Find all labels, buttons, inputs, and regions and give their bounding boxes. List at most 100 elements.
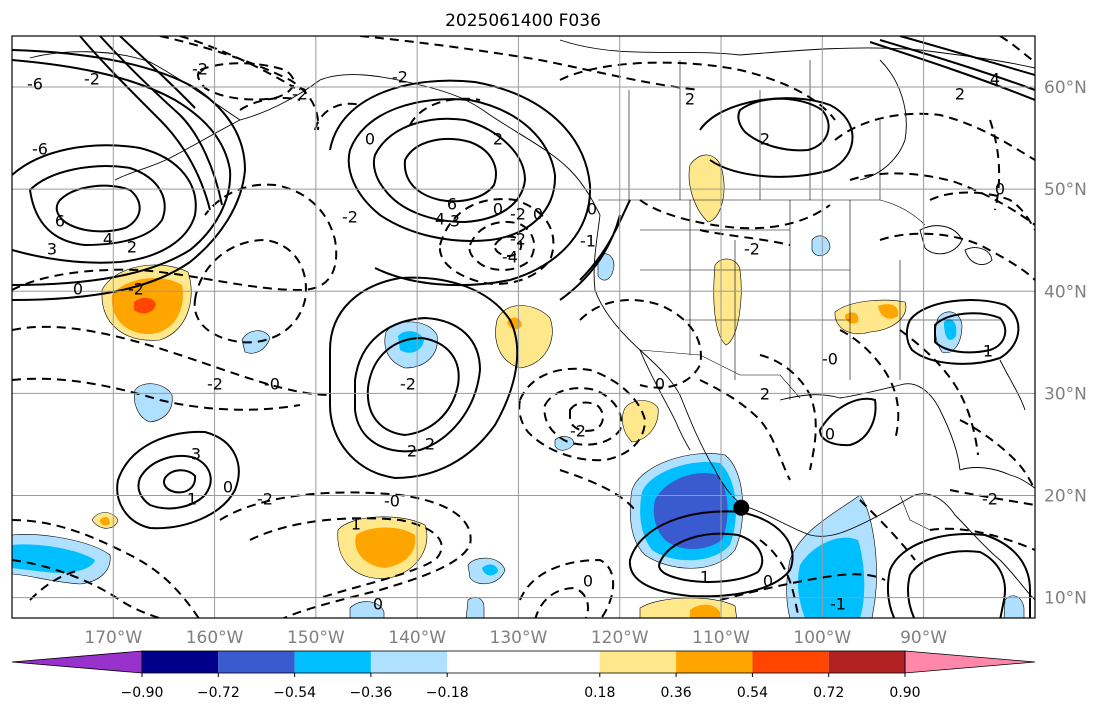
contour-label: -2 [400, 375, 416, 394]
positive-contour [329, 276, 519, 480]
negative-contour [29, 569, 81, 601]
negative-contour [12, 377, 301, 411]
contour-label: 1 [351, 515, 361, 534]
contour-label: -2 [510, 230, 526, 249]
contour-label: -6 [27, 75, 43, 94]
contour-label: -2 [744, 240, 760, 259]
negative-contour [959, 419, 1035, 491]
colorbar-bin [447, 651, 600, 673]
colorbar-tick-label: 0.18 [584, 685, 615, 701]
latitude-label: 10°N [1044, 589, 1087, 609]
negative-contour [929, 527, 1035, 551]
contour-label: 3 [47, 240, 57, 259]
colorbar-bin [828, 651, 905, 673]
cool-anomaly-region [241, 330, 271, 354]
warm-anomaly-region [134, 297, 156, 314]
colorbar-tick-label: −0.72 [197, 685, 240, 701]
longitude-label: 120°W [591, 628, 649, 648]
cool-anomaly-region [482, 564, 498, 576]
coastline-gulf [779, 383, 961, 471]
warm-anomaly-region [355, 527, 416, 568]
longitude-label: 150°W [287, 628, 345, 648]
political-borders [598, 60, 1000, 531]
colorbar-tick-label: 0.90 [889, 685, 920, 701]
colorbar-tick-label: −0.90 [121, 685, 164, 701]
contour-label: 0 [825, 425, 835, 444]
negative-contour [999, 36, 1035, 63]
great-lakes [919, 225, 993, 266]
negative-contour [12, 325, 331, 396]
contour-label: -0 [384, 492, 400, 511]
contour-label: 2 [955, 85, 965, 104]
positive-contour [79, 36, 223, 211]
positive-contour [658, 532, 764, 583]
longitude-label: 130°W [490, 628, 548, 648]
negative-contour [239, 97, 301, 111]
shaded-regions [12, 154, 1025, 618]
longitude-label: 100°W [793, 628, 851, 648]
contour-label: -2 [570, 422, 586, 441]
colorbar-bin [142, 651, 219, 673]
contour-label: -4 [502, 248, 518, 267]
negative-contour [929, 191, 1035, 231]
contour-label: 3 [450, 212, 460, 231]
contour-label: 6 [447, 195, 457, 214]
positive-contour [163, 469, 197, 494]
contour-label: 2 [685, 90, 695, 109]
contour-label: 0 [587, 200, 597, 219]
contour-label: -6 [32, 140, 48, 159]
colorbar-tick-label: 0.36 [661, 685, 692, 701]
colorbar [11, 650, 1036, 674]
positive-contour [906, 550, 1006, 618]
coastline-mexico [679, 394, 871, 537]
negative-contour [159, 36, 320, 131]
positive-contour [116, 430, 240, 530]
longitude-labels: 170°W 160°W 150°W 140°W 130°W 120°W 110°W 100°W… [84, 628, 947, 648]
negative-contour [699, 379, 791, 481]
negative-contour [12, 519, 200, 618]
contour-label: -2 [207, 375, 223, 394]
negative-contour [559, 469, 636, 511]
colorbar-bin [752, 651, 829, 673]
colorbar-bin [218, 651, 295, 673]
location-marker [733, 499, 750, 516]
contour-label: 1 [700, 568, 710, 587]
negative-contour [719, 573, 886, 601]
coastline-central-america [869, 493, 1035, 601]
border-us-mexico [639, 349, 801, 399]
longitude-label: 140°W [388, 628, 446, 648]
contour-label: 0 [655, 375, 665, 394]
latitude-label: 40°N [1044, 282, 1087, 302]
negative-contour [839, 329, 900, 441]
contour-label: -2 [510, 205, 526, 224]
contour-label: -2 [192, 60, 208, 79]
latitude-label: 20°N [1044, 486, 1087, 506]
positive-contour [12, 59, 232, 286]
negative-contour [518, 367, 647, 462]
latitude-label: 30°N [1044, 384, 1087, 404]
latitude-label: 60°N [1044, 78, 1087, 98]
negative-contour [314, 102, 361, 131]
colorbar-bin [676, 651, 753, 673]
contour-label: 0 [763, 572, 773, 591]
positive-contour [366, 336, 460, 437]
map-border [11, 35, 1036, 619]
border-us-canada [598, 199, 926, 226]
latitude-label: 50°N [1044, 180, 1087, 200]
negative-contour [359, 36, 701, 91]
negative-contour [699, 229, 791, 246]
contour-label: -2 [84, 70, 100, 89]
colorbar-extend-high [904, 650, 1036, 674]
contour-label: 1 [983, 342, 993, 361]
positive-contour [372, 117, 527, 224]
positive-contour [403, 138, 497, 203]
positive-contour [818, 397, 877, 447]
state-borders [628, 60, 1000, 400]
contour-label: 0 [995, 180, 1005, 199]
colorbar-border [141, 650, 906, 674]
latitude-labels: 60°N 50°N 40°N 30°N 20°N 10°N [1044, 78, 1087, 609]
cool-anomaly-region [944, 319, 957, 340]
graticule [12, 36, 1035, 618]
colorbar-tick-label: 0.72 [813, 685, 844, 701]
